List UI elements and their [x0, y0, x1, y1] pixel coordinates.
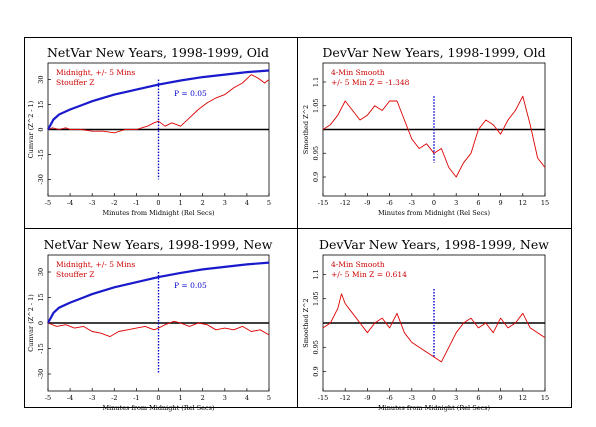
- x-tick-label: -4: [67, 199, 73, 207]
- x-tick-label: 0: [156, 394, 160, 402]
- x-tick-label: 4: [245, 199, 249, 207]
- data-series-line: [47, 74, 270, 134]
- x-tick-label: -6: [386, 394, 392, 402]
- x-tick-label: -3: [409, 394, 415, 402]
- x-tick-label: 1: [179, 199, 183, 207]
- y-axis-label: Cumvar (Z^2 - 1): [27, 100, 35, 158]
- y-tick-label: 30: [37, 75, 45, 83]
- x-tick-label: 6: [476, 199, 480, 207]
- x-tick-label: 9: [499, 394, 503, 402]
- x-tick-label: -12: [340, 394, 350, 402]
- x-tick-label: 3: [223, 394, 227, 402]
- x-tick-label: -6: [386, 199, 392, 207]
- data-series-line: [47, 320, 270, 338]
- x-tick-label: -9: [364, 394, 370, 402]
- y-tick-label: 0.95: [312, 146, 320, 160]
- y-tick-label: 30: [37, 268, 45, 276]
- x-tick-label: 9: [499, 199, 503, 207]
- probability-envelope-line: [47, 261, 270, 324]
- y-tick-label: 1.05: [312, 291, 320, 305]
- x-tick-label: -4: [67, 394, 73, 402]
- x-tick-label: -1: [133, 199, 139, 207]
- data-series-line: [322, 293, 546, 363]
- panel-annotation: Midnight, +/- 5 Mins: [56, 68, 135, 77]
- panel-title: NetVar New Years, 1998-1999, Old: [47, 45, 269, 60]
- y-tick-label: 15: [37, 100, 45, 108]
- x-axis-label: Minutes from Midnight (Rel Secs): [378, 404, 491, 412]
- panel-netvar-old: NetVar New Years, 1998-1999, Old -5 -4 -3 -2…: [27, 45, 271, 217]
- x-tick-label: 5: [267, 199, 271, 207]
- x-tick-label: 3: [223, 199, 227, 207]
- y-axis-label: Smoothed Z^2: [302, 298, 310, 347]
- x-tick-label: -2: [111, 199, 117, 207]
- x-tick-label: -2: [111, 394, 117, 402]
- data-series-line: [322, 95, 546, 178]
- y-tick-label: 1.1: [312, 269, 320, 279]
- y-tick-label: 15: [37, 293, 45, 301]
- y-tick-label: -15: [37, 343, 45, 353]
- y-tick-label: 0.95: [312, 340, 320, 354]
- y-tick-label: -30: [37, 369, 45, 379]
- x-tick-label: 2: [201, 199, 205, 207]
- x-tick-label: 12: [519, 199, 527, 207]
- x-tick-label: 6: [476, 394, 480, 402]
- panel-title: DevVar New Years, 1998-1999, New: [319, 237, 549, 252]
- x-tick-label: -5: [45, 394, 51, 402]
- y-axis-label: Smoothed Z^2: [302, 105, 310, 154]
- y-tick-label: 1.1: [312, 77, 320, 87]
- x-tick-label: 1: [179, 394, 183, 402]
- x-tick-label: -15: [318, 394, 328, 402]
- y-tick-label: -15: [37, 149, 45, 159]
- panel-devvar-old: DevVar New Years, 1998-1999, Old -15 -12 -9…: [302, 45, 549, 217]
- y-tick-label: 0.9: [312, 366, 320, 376]
- x-tick-label: -5: [45, 199, 51, 207]
- envelope-label: P = 0.05: [174, 89, 207, 98]
- x-tick-label: -3: [89, 199, 95, 207]
- probability-envelope-line: [47, 69, 270, 131]
- x-tick-label: -9: [364, 199, 370, 207]
- x-axis-label: Minutes from Midnight (Rel Secs): [378, 209, 491, 217]
- x-tick-label: 4: [245, 394, 249, 402]
- y-axis-label: Cumvar (Z^2 - 1): [27, 294, 35, 352]
- panel-netvar-new: NetVar New Years, 1998-1999, New -5 -4 -3 -2…: [27, 237, 273, 412]
- panel-devvar-new: DevVar New Years, 1998-1999, New -15 -12 -9…: [302, 237, 549, 412]
- x-tick-label: 0: [156, 199, 160, 207]
- panel-annotation: 4-Min Smooth: [331, 68, 385, 77]
- y-tick-label: 0.9: [312, 172, 320, 182]
- x-axis-label: Minutes from Midnight (Rel Secs): [102, 404, 215, 412]
- y-tick-label: -30: [37, 174, 45, 184]
- x-tick-label: -15: [318, 199, 328, 207]
- panel-annotation: 4-Min Smooth: [331, 260, 385, 269]
- panel-title: NetVar New Years, 1998-1999, New: [44, 237, 273, 252]
- x-tick-label: -1: [133, 394, 139, 402]
- x-tick-label: 15: [541, 394, 549, 402]
- x-tick-label: -12: [340, 199, 350, 207]
- x-tick-label: -3: [409, 199, 415, 207]
- x-axis-label: Minutes from Midnight (Rel Secs): [102, 209, 215, 217]
- x-tick-label: 3: [454, 199, 458, 207]
- x-tick-label: 0: [432, 394, 436, 402]
- panel-annotation: Stouffer Z: [56, 270, 94, 279]
- panel-annotation: Midnight, +/- 5 Mins: [56, 260, 135, 269]
- x-tick-label: 15: [541, 199, 549, 207]
- y-tick-label: 0: [37, 321, 45, 325]
- x-tick-label: 5: [267, 394, 271, 402]
- x-tick-label: 3: [454, 394, 458, 402]
- x-tick-label: 2: [201, 394, 205, 402]
- panel-title: DevVar New Years, 1998-1999, Old: [322, 45, 545, 60]
- x-tick-label: -3: [89, 394, 95, 402]
- x-tick-label: 0: [432, 199, 436, 207]
- envelope-label: P = 0.05: [174, 281, 207, 290]
- panel-annotation: +/- 5 Min Z = -1.348: [331, 78, 410, 87]
- panel-annotation: Stouffer Z: [56, 78, 94, 87]
- x-tick-label: 12: [519, 394, 527, 402]
- panel-annotation: +/- 5 Min Z = 0.614: [331, 270, 407, 279]
- y-tick-label: 0: [37, 127, 45, 131]
- y-tick-label: 1.05: [312, 99, 320, 113]
